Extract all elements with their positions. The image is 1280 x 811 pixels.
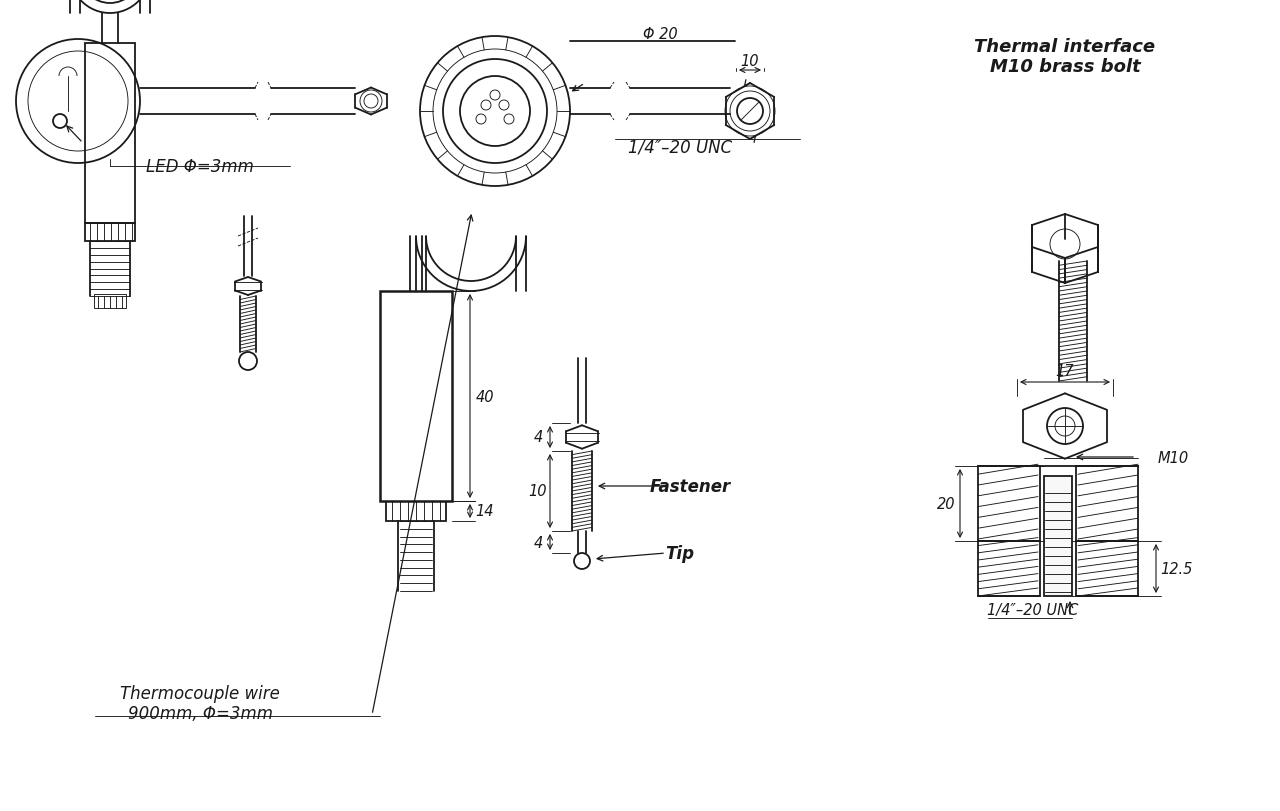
- Text: 17: 17: [1056, 363, 1074, 378]
- Bar: [1044, 476, 1073, 596]
- Bar: [978, 541, 1039, 596]
- Text: Thermocouple wire
900mm, Φ=3mm: Thermocouple wire 900mm, Φ=3mm: [120, 684, 280, 723]
- Text: 4: 4: [534, 430, 543, 445]
- Text: 10: 10: [741, 54, 759, 70]
- Text: LED Φ=3mm: LED Φ=3mm: [146, 158, 253, 176]
- Text: 40: 40: [476, 389, 494, 404]
- Text: 1/4″–20 UNC: 1/4″–20 UNC: [628, 138, 732, 156]
- Bar: [93, 294, 125, 309]
- Text: M10: M10: [1158, 451, 1189, 466]
- Bar: [84, 44, 134, 224]
- Text: Thermal interface
M10 brass bolt: Thermal interface M10 brass bolt: [974, 37, 1156, 76]
- Bar: [1076, 466, 1138, 541]
- Text: Tip: Tip: [666, 544, 695, 562]
- Bar: [380, 292, 452, 501]
- Text: 1/4″–20 UNC: 1/4″–20 UNC: [987, 603, 1079, 618]
- Bar: [1076, 541, 1138, 596]
- Text: 12.5: 12.5: [1160, 561, 1192, 577]
- Bar: [978, 466, 1039, 541]
- Bar: [387, 501, 445, 521]
- Text: 4: 4: [534, 534, 543, 550]
- Bar: [84, 224, 134, 242]
- Text: 14: 14: [476, 504, 494, 519]
- Text: 20: 20: [937, 496, 955, 512]
- Text: Φ 20: Φ 20: [643, 27, 677, 41]
- Text: 10: 10: [529, 484, 548, 499]
- Text: Fastener: Fastener: [649, 478, 731, 496]
